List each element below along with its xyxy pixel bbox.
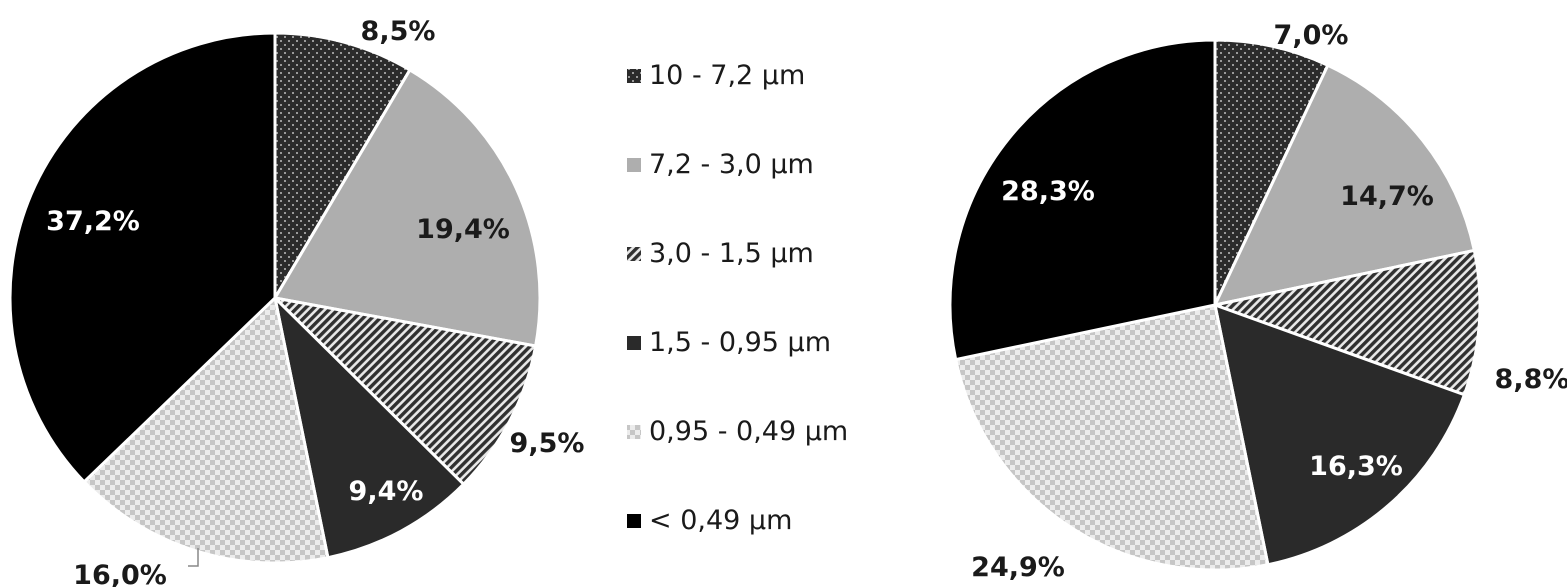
data-label: 8,8%: [1495, 364, 1567, 395]
slice-7-2-3-0: [272, 67, 542, 348]
legend-label: 0,95 - 0,49 µm: [649, 416, 848, 447]
legend-swatch: [627, 425, 641, 439]
legend-swatch: [627, 158, 641, 172]
legend-swatch: [627, 247, 641, 261]
data-label: 9,5%: [510, 428, 585, 459]
data-label: 16,0%: [73, 560, 167, 587]
slice-7-2-3-0: [1212, 63, 1477, 308]
slice-1-5-0-95: [272, 293, 466, 560]
legend-label: < 0,49 µm: [649, 505, 792, 536]
slice-0-95-0-49: [81, 295, 330, 565]
slice-lt-0-49: [8, 31, 277, 484]
data-label: 16,3%: [1309, 451, 1403, 482]
data-label: 37,2%: [46, 206, 140, 237]
legend-swatch: [627, 69, 641, 83]
pie-chart-right: 7,0% 14,7% 8,8% 16,3% 24,9% 28,3%: [948, 20, 1567, 583]
data-label: 14,7%: [1340, 181, 1434, 212]
slice-3-0-1-5: [1209, 248, 1482, 397]
legend-label: 7,2 - 3,0 µm: [649, 149, 814, 180]
legend-label: 10 - 7,2 µm: [649, 60, 805, 91]
data-label: 8,5%: [361, 16, 436, 47]
slice-0-95-0-49: [953, 303, 1270, 572]
slice-lt-0-49: [948, 38, 1217, 362]
pie-chart-left: 8,5% 19,4% 9,5% 9,4% 16,0% 37,2%: [8, 16, 585, 587]
data-label: 19,4%: [416, 214, 510, 245]
slice-10-7-2: [1213, 38, 1330, 306]
legend-swatch: [627, 514, 641, 528]
legend-label: 3,0 - 1,5 µm: [649, 238, 814, 269]
data-label: 28,3%: [1001, 176, 1095, 207]
slice-1-5-0-95: [1212, 302, 1467, 567]
data-label: 7,0%: [1274, 20, 1349, 51]
slice-3-0-1-5: [270, 295, 538, 487]
legend-swatch: [627, 336, 641, 350]
slice-10-7-2: [273, 31, 412, 304]
data-label: 24,9%: [971, 552, 1065, 583]
data-label: 9,4%: [349, 476, 424, 507]
leader-line: [188, 548, 199, 567]
legend-label: 1,5 - 0,95 µm: [649, 327, 831, 358]
legend: 10 - 7,2 µm 7,2 - 3,0 µm 3,0 - 1,5 µm 1,5 -…: [627, 60, 848, 536]
